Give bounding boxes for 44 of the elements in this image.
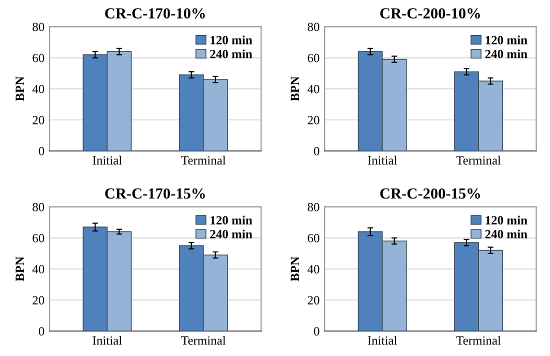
- y-tick-label: 80: [32, 22, 44, 32]
- x-tick-label: Initial: [368, 156, 398, 165]
- y-axis-title: BPN: [290, 76, 300, 102]
- legend-label: 120 min: [486, 36, 528, 44]
- y-tick-label: 60: [308, 54, 320, 62]
- x-tick-label: Terminal: [181, 336, 226, 345]
- chart-title: CR-C-170-10%: [105, 8, 205, 19]
- y-tick-label: 40: [32, 264, 44, 274]
- y-axis-title: BPN: [290, 256, 300, 282]
- y-axis-title: BPN: [16, 76, 24, 102]
- y-tick-label: 60: [32, 234, 44, 242]
- y-tick-label: 20: [32, 296, 44, 304]
- x-tick-label: Initial: [368, 336, 398, 345]
- y-tick-label: 20: [308, 296, 320, 304]
- y-tick-label: 80: [308, 22, 320, 32]
- y-tick-label: 20: [308, 116, 320, 124]
- legend-label: 240 min: [210, 49, 252, 58]
- y-tick-label: 40: [32, 84, 44, 94]
- chart-title: CR-C-200-15%: [380, 188, 480, 199]
- y-tick-label: 80: [32, 202, 44, 212]
- y-tick-label: 0: [38, 146, 44, 156]
- chart-title: CR-C-170-15%: [105, 188, 205, 199]
- x-tick-label: Initial: [92, 156, 122, 165]
- legend-label: 240 min: [485, 230, 528, 238]
- x-tick-label: Terminal: [456, 336, 501, 345]
- y-tick-label: 40: [308, 264, 320, 274]
- y-tick-label: 20: [32, 116, 44, 124]
- legend-label: 240 min: [485, 49, 528, 58]
- x-tick-label: Terminal: [456, 156, 501, 165]
- y-tick-label: 0: [314, 327, 320, 336]
- y-tick-label: 0: [314, 146, 320, 156]
- y-tick-label: 60: [32, 54, 44, 62]
- y-axis-title: BPN: [16, 256, 24, 282]
- x-tick-label: Terminal: [181, 156, 226, 165]
- y-tick-label: 0: [38, 327, 44, 336]
- legend-label: 120 min: [210, 36, 252, 44]
- legend-label: 120 min: [486, 216, 528, 224]
- legend-label: 240 min: [210, 230, 252, 238]
- chart-title: CR-C-200-10%: [380, 8, 480, 19]
- y-tick-label: 40: [308, 84, 320, 94]
- legend-label: 120 min: [210, 216, 252, 224]
- y-tick-label: 80: [308, 202, 320, 212]
- y-tick-label: 60: [308, 234, 320, 242]
- x-tick-label: Initial: [92, 336, 122, 345]
